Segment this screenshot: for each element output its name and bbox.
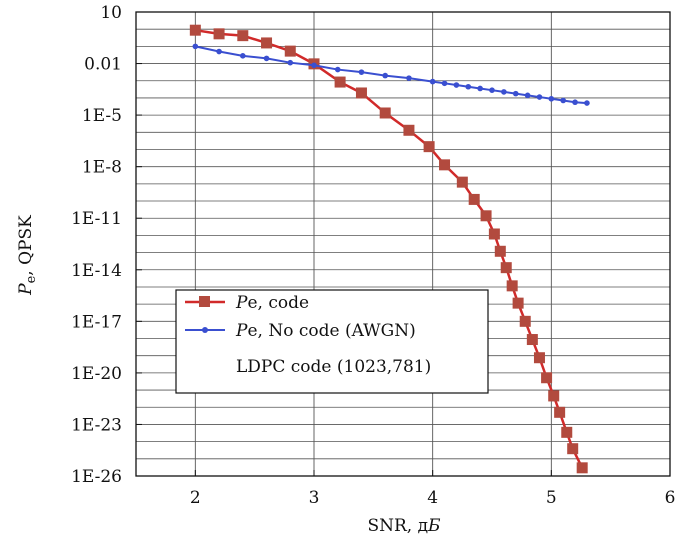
data-point-coded — [284, 45, 296, 57]
data-point-coded — [423, 141, 435, 153]
data-point-coded — [334, 76, 346, 88]
data-point-coded — [533, 352, 545, 364]
plot-frame — [135, 11, 671, 477]
y-tick-label: 1E-14 — [71, 261, 122, 281]
y-tick-label: 1E-5 — [82, 106, 122, 126]
y-tick-label: 1E-23 — [71, 415, 122, 435]
data-point-uncoded — [489, 87, 495, 93]
data-point-uncoded — [477, 85, 483, 92]
y-axis-label: Pe, QPSK — [16, 215, 39, 296]
y-tick-label: 0.01 — [84, 55, 122, 75]
series-layer — [189, 24, 590, 474]
data-point-uncoded — [358, 69, 365, 75]
data-point-coded — [403, 124, 415, 136]
data-point-uncoded — [560, 97, 566, 104]
data-point-coded — [237, 30, 249, 42]
data-point-uncoded — [548, 95, 555, 102]
data-point-coded — [567, 443, 579, 455]
data-point-coded — [379, 107, 391, 119]
legend-box — [175, 289, 489, 394]
legend-label-coded: Pe, code — [235, 293, 309, 313]
data-point-uncoded — [465, 83, 472, 90]
data-point-uncoded — [382, 72, 389, 79]
data-point-uncoded — [501, 89, 507, 95]
data-point-coded — [526, 334, 538, 346]
y-tick-label: 1E-11 — [71, 209, 122, 229]
data-point-coded — [548, 390, 560, 402]
legend-entry-coded: Pe, code — [185, 293, 309, 313]
data-point-uncoded — [453, 82, 460, 88]
legend-note: LDPC code (1023,781) — [236, 357, 431, 377]
data-point-uncoded — [572, 99, 578, 106]
data-point-coded — [439, 159, 451, 171]
x-tick-labels: 2 3 4 5 6 — [190, 488, 675, 508]
data-point-uncoded — [524, 92, 531, 99]
data-point-coded — [468, 193, 480, 205]
data-point-coded — [500, 262, 512, 274]
data-point-uncoded — [240, 53, 246, 59]
y-tick-labels: 10 0.01 1E-5 1E-8 1E-11 1E-14 1E-17 1E-20 1E-23 1… — [71, 3, 122, 487]
data-point-coded — [506, 280, 518, 292]
data-point-uncoded — [311, 62, 317, 69]
data-point-uncoded — [192, 43, 199, 50]
data-point-uncoded — [584, 100, 590, 106]
data-point-uncoded — [334, 66, 341, 73]
data-point-coded — [554, 406, 566, 418]
data-point-coded — [480, 210, 492, 222]
data-point-uncoded — [512, 90, 519, 97]
y-tick-label: 1E-20 — [71, 364, 122, 384]
legend-label-uncoded: Pe, No code (AWGN) — [235, 321, 416, 341]
legend: Pe, code Pe, No code (AWGN) LDPC code (1… — [175, 289, 489, 394]
x-tick-label: 4 — [427, 488, 438, 508]
data-point-uncoded — [263, 55, 270, 62]
data-point-coded — [512, 297, 524, 309]
data-point-uncoded — [536, 94, 543, 100]
x-tick-label: 5 — [546, 488, 557, 508]
legend-marker-uncoded — [202, 327, 208, 333]
data-point-coded — [541, 372, 553, 384]
data-point-coded — [494, 245, 506, 257]
data-point-coded — [519, 315, 531, 327]
data-point-uncoded — [441, 80, 448, 87]
y-tick-label: 10 — [100, 3, 122, 23]
data-point-coded — [488, 228, 500, 240]
legend-entry-uncoded: Pe, No code (AWGN) — [185, 321, 416, 341]
y-tick-label: 1E-17 — [71, 312, 122, 332]
x-tick-label: 6 — [665, 488, 676, 508]
data-point-uncoded — [406, 75, 412, 81]
data-point-coded — [456, 176, 468, 188]
data-point-uncoded — [287, 59, 294, 66]
legend-marker-coded — [199, 296, 210, 307]
data-point-coded — [261, 37, 273, 49]
data-point-coded — [355, 87, 367, 99]
data-point-coded — [576, 462, 588, 474]
data-point-uncoded — [216, 48, 222, 55]
data-point-coded — [213, 28, 225, 40]
grid — [136, 11, 671, 477]
data-point-coded — [189, 24, 201, 36]
x-tick-label: 3 — [309, 488, 320, 508]
y-tick-label: 1E-26 — [71, 467, 122, 487]
x-axis-label: SNR, дБ — [367, 516, 441, 536]
data-point-coded — [561, 426, 573, 438]
y-tick-label: 1E-8 — [82, 158, 122, 178]
data-point-uncoded — [429, 78, 436, 85]
x-tick-label: 2 — [190, 488, 201, 508]
ticks — [136, 11, 671, 477]
